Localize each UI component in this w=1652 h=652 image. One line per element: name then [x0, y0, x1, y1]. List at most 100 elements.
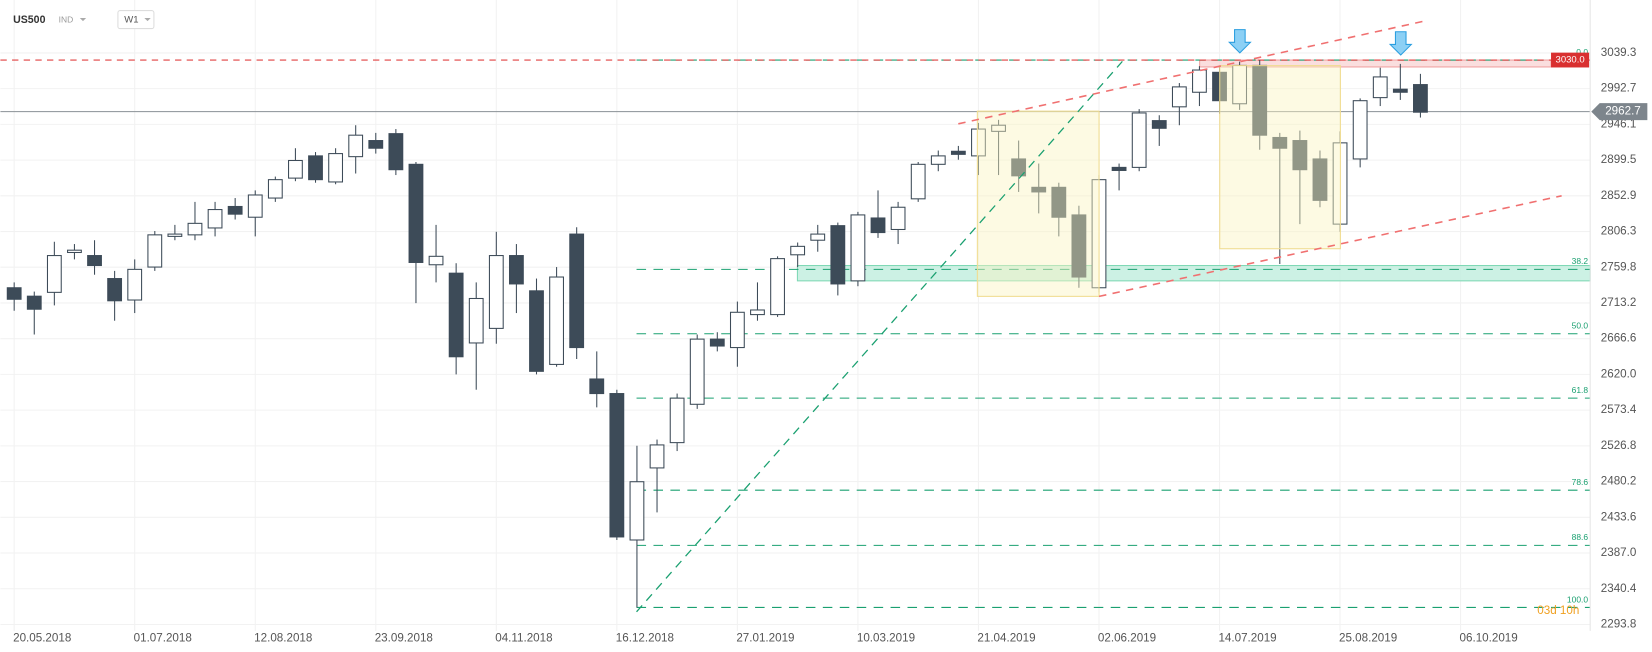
timeframe-button[interactable]	[117, 10, 155, 30]
candle-body	[930, 155, 946, 165]
x-tick-label: 23.09.2018	[375, 631, 433, 644]
candle-body	[508, 255, 524, 285]
x-tick-label: 06.10.2019	[1460, 631, 1518, 644]
x-tick-label: 21.04.2019	[977, 631, 1035, 644]
y-tick-label: 2759.8	[1601, 260, 1637, 273]
candle-body	[609, 393, 625, 538]
arrow-down	[1227, 29, 1252, 54]
highlight-box	[1219, 65, 1341, 250]
x-tick-label: 12.08.2018	[254, 631, 312, 644]
candle-body	[529, 290, 544, 372]
candle-body	[750, 309, 765, 316]
candle-body	[1413, 84, 1428, 113]
candle-body	[709, 338, 725, 347]
y-tick-label: 2620.0	[1601, 367, 1637, 380]
candle-body	[1192, 69, 1207, 93]
fib-label: 0.0	[1576, 47, 1588, 57]
candle-body	[107, 278, 123, 302]
candle-body	[830, 225, 846, 285]
y-tick-label: 2852.9	[1601, 189, 1637, 202]
fib-label: 100.0	[1567, 594, 1588, 604]
candle-body	[388, 133, 404, 171]
x-tick-label: 25.08.2019	[1339, 631, 1397, 644]
y-tick-label: 3039.3	[1601, 46, 1637, 59]
timeframe[interactable]: W1	[124, 15, 138, 26]
candle-body	[408, 163, 424, 263]
candle-body	[850, 214, 866, 282]
y-tick-label: 2480.2	[1601, 475, 1637, 488]
candle-body	[247, 194, 263, 218]
candle-body	[1292, 140, 1308, 171]
candle-body	[810, 233, 826, 241]
candle-body	[1352, 100, 1368, 160]
candle-body	[1272, 136, 1288, 149]
x-tick-label: 02.06.2019	[1098, 631, 1156, 644]
y-tick-label: 2340.4	[1601, 582, 1637, 595]
candle-body	[468, 297, 484, 344]
candle-body	[207, 209, 223, 229]
x-tick-label: 01.07.2018	[134, 631, 192, 644]
dropdown-arrow	[144, 17, 151, 22]
y-tick-label: 2992.7	[1601, 82, 1637, 95]
trend-line	[958, 20, 1425, 125]
y-tick-label: 2666.6	[1601, 332, 1637, 345]
candle-body	[368, 140, 384, 149]
x-tick-label: 16.12.2018	[616, 631, 674, 644]
candle-body	[910, 163, 926, 200]
candle-body	[890, 206, 906, 231]
fib-label: 78.6	[1572, 477, 1589, 487]
candle-body	[328, 153, 344, 183]
candle-body	[1372, 76, 1388, 99]
candle-body	[950, 150, 966, 155]
x-tick-label: 14.07.2019	[1218, 631, 1276, 644]
candle-body	[26, 295, 42, 310]
candle-body	[1171, 86, 1187, 108]
candle-body	[1392, 88, 1408, 93]
candle-body	[790, 245, 806, 256]
candle-body	[288, 159, 303, 179]
candle-body	[1031, 186, 1047, 193]
candle-body	[549, 276, 564, 365]
y-tick-label: 2387.0	[1601, 546, 1637, 559]
y-tick-label: 2806.3	[1601, 225, 1637, 238]
y-tick-label: 2573.4	[1601, 403, 1637, 416]
candle-body	[67, 249, 82, 254]
arrow-down	[1388, 31, 1413, 56]
annotations	[636, 20, 1562, 613]
candle-body	[187, 222, 203, 236]
y-tick-label: 2899.5	[1601, 153, 1637, 166]
y-tick-label: 2946.1	[1601, 117, 1637, 130]
candle-body	[1312, 158, 1328, 201]
x-tick-label: 27.01.2019	[736, 631, 794, 644]
candle-body	[448, 272, 464, 358]
highlight-box	[976, 110, 1100, 297]
candle-body	[46, 255, 62, 293]
y-tick-label: 2433.6	[1601, 510, 1637, 523]
x-tick-label: 20.05.2018	[13, 631, 71, 644]
fib-label: 38.2	[1572, 256, 1589, 266]
x-tick-label: 10.03.2019	[857, 631, 915, 644]
resistance-tag	[1551, 52, 1590, 68]
candle-body	[147, 234, 163, 268]
candle-body	[227, 205, 243, 215]
candle-body	[991, 124, 1006, 132]
candle-body	[971, 128, 986, 157]
y-tick-label: 2293.8	[1601, 618, 1637, 631]
candle-body	[689, 338, 705, 405]
candle-body	[87, 255, 102, 267]
candle-body	[1151, 120, 1167, 129]
grid	[0, 0, 1591, 631]
candle-body	[870, 217, 886, 234]
candle-body	[167, 233, 183, 237]
fib-label: 88.6	[1572, 532, 1589, 542]
y-tick-label: 2526.8	[1601, 439, 1637, 452]
candle-body	[1051, 186, 1067, 218]
candle-body	[669, 397, 685, 444]
candle-body	[488, 255, 504, 329]
candle-body	[770, 258, 785, 316]
candle-body	[127, 268, 143, 301]
candle-body	[1131, 112, 1147, 168]
zones	[0, 59, 1591, 608]
last-price-tag	[1591, 103, 1648, 121]
